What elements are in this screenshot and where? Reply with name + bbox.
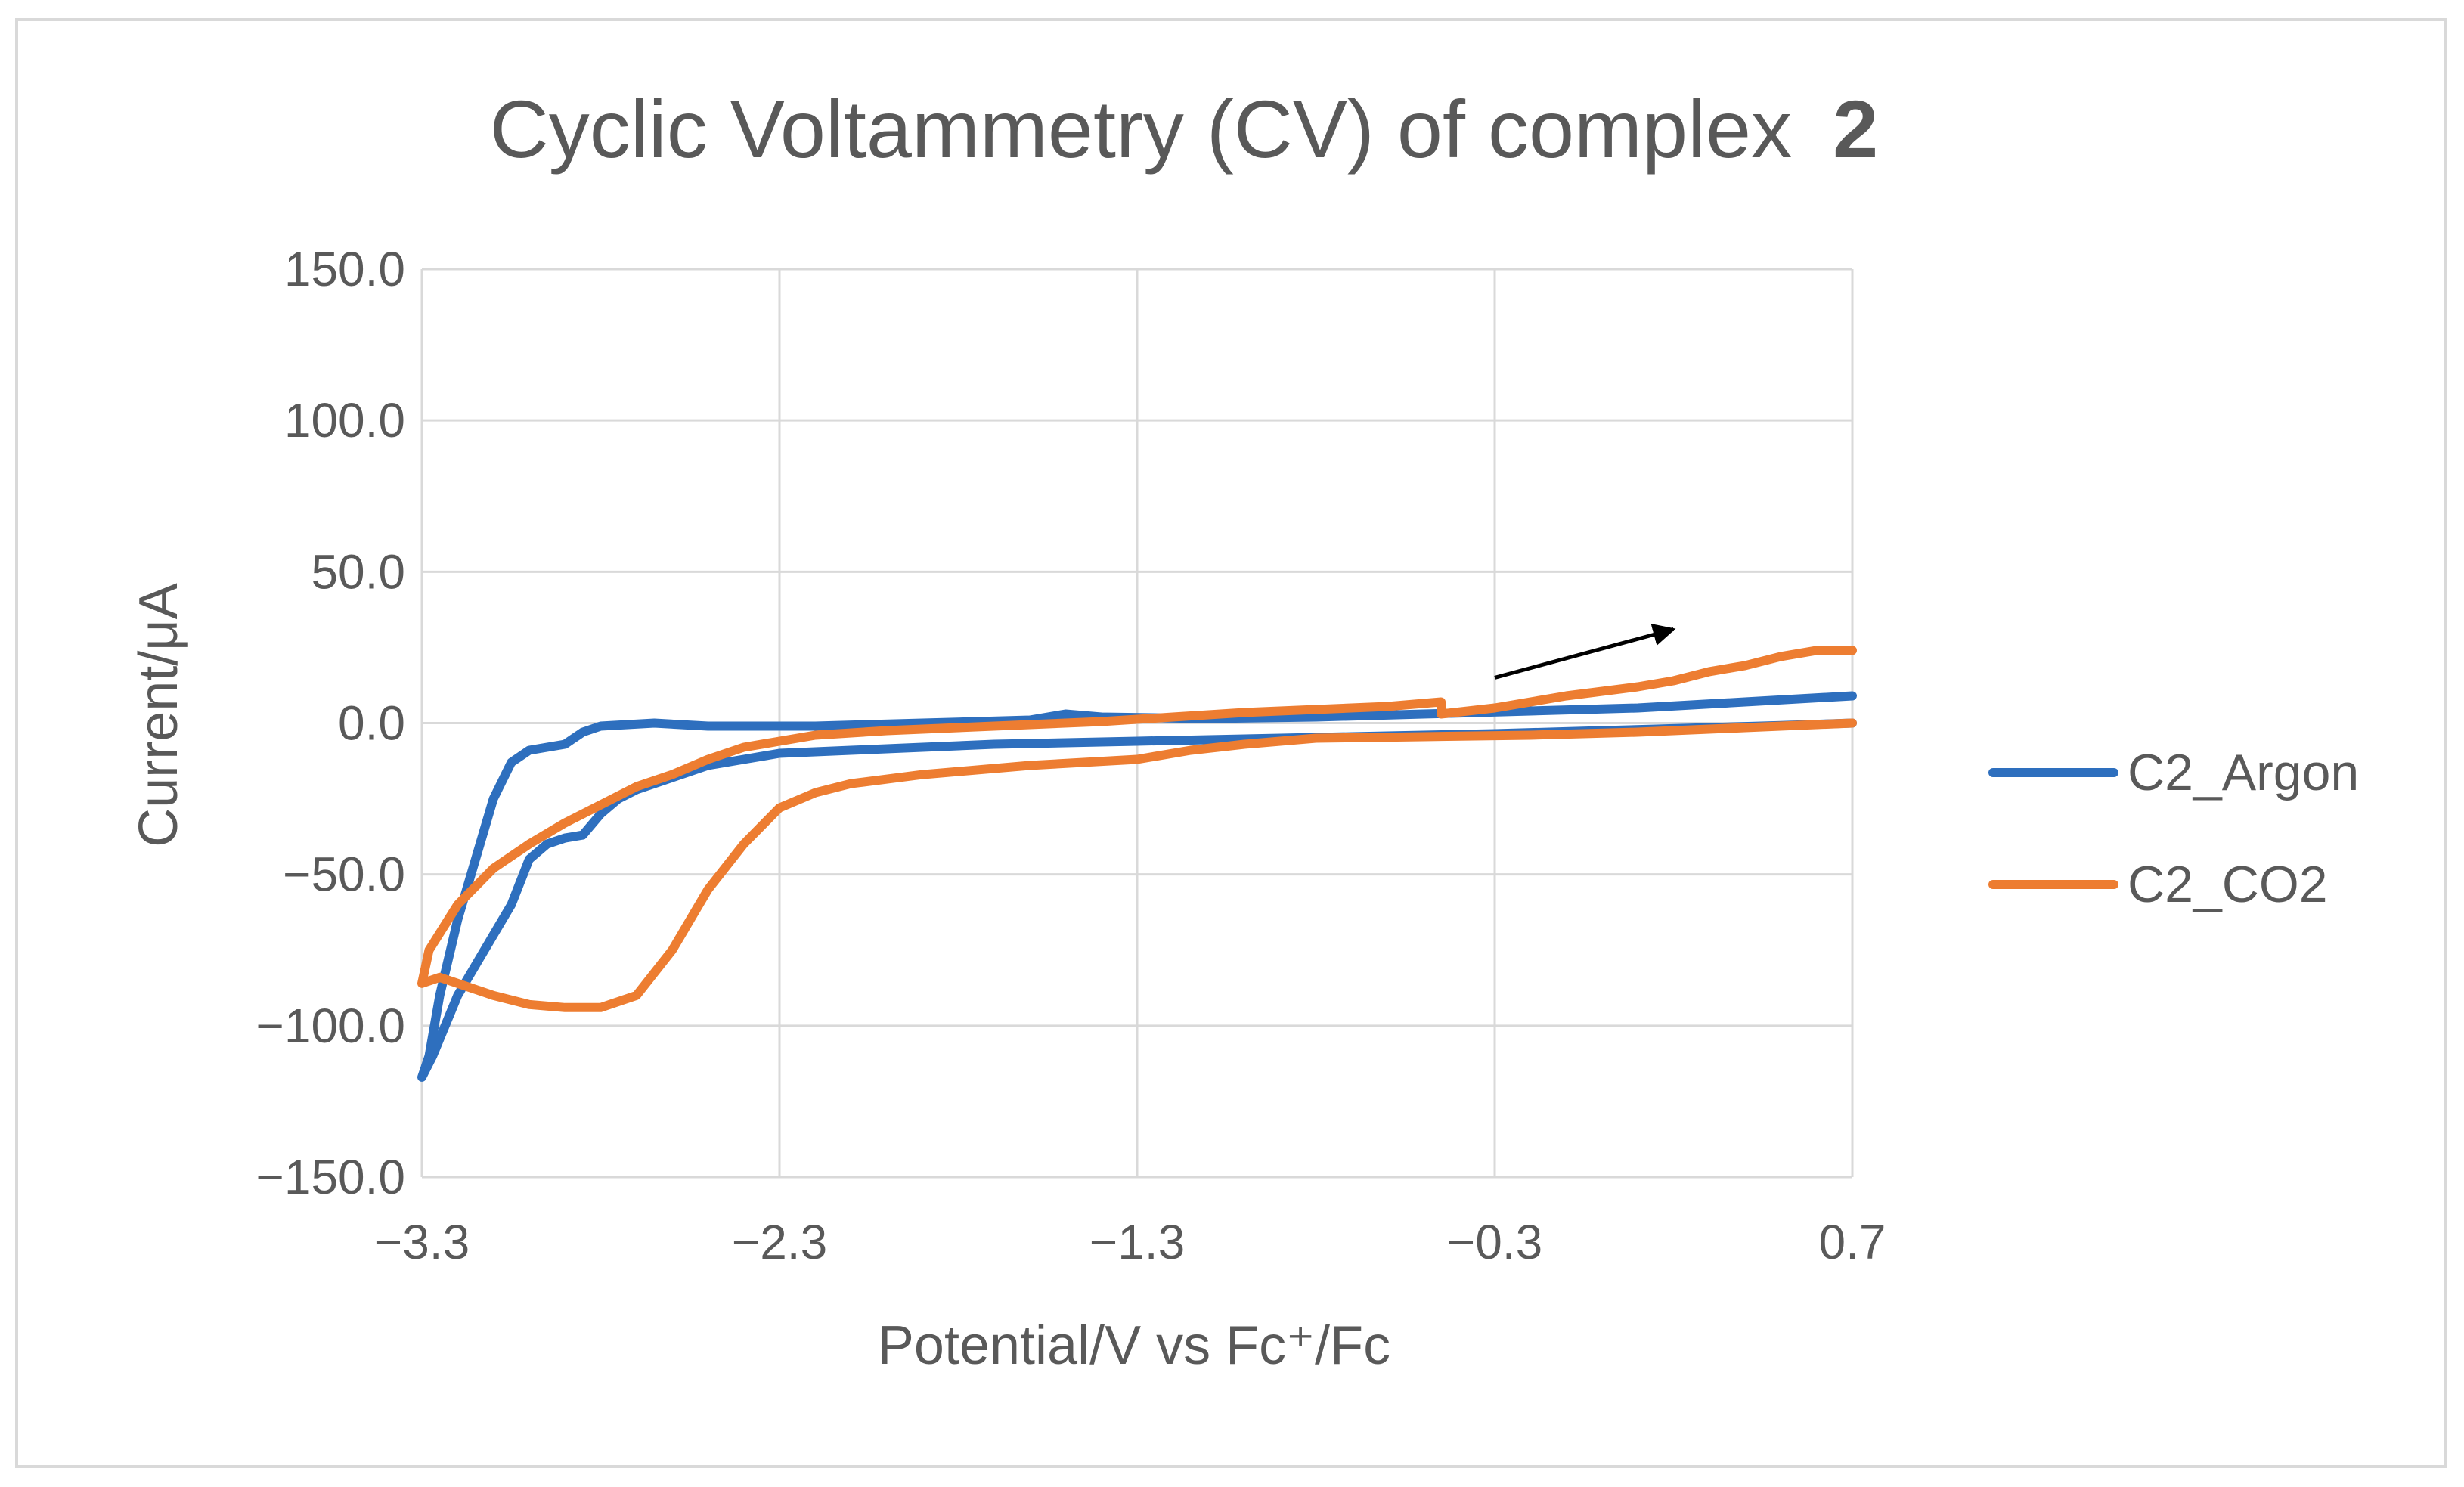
chart-title: Cyclic Voltammetry (CV) of complex 2 <box>490 83 1878 175</box>
series-layer <box>417 646 1857 1082</box>
y-tick-label: −150.0 <box>256 1150 405 1204</box>
y-tick-label: 100.0 <box>284 393 405 448</box>
x-axis-label: Potential/V vs Fc⁺/Fc <box>878 1315 1390 1376</box>
y-tick-label: 150.0 <box>284 242 405 296</box>
axis-layer: 150.0 100.0 50.0 0.0 −50.0 −100.0 −150.0 −3.3 −2… <box>256 242 1886 1269</box>
chart-title-bold: 2 <box>1833 83 1878 175</box>
y-tick-label: −50.0 <box>283 847 405 902</box>
scan-direction-arrow <box>1494 623 1676 680</box>
chart-svg: 150.0 100.0 50.0 0.0 −50.0 −100.0 −150.0 −3.3 −2… <box>129 83 2359 1376</box>
y-tick-label: −100.0 <box>256 999 405 1053</box>
legend: C2_Argon C2_CO2 <box>1988 744 2359 913</box>
annotation-layer <box>1494 623 1676 680</box>
y-tick-label: 0.0 <box>338 696 405 751</box>
series-line-c2-co2 <box>417 646 1857 1012</box>
legend-label-c2-argon: C2_Argon <box>2128 744 2359 801</box>
y-axis-label: Current/μA <box>129 583 189 847</box>
x-tick-label: −1.3 <box>1089 1215 1185 1269</box>
x-tick-label: 0.7 <box>1819 1215 1886 1269</box>
x-tick-label: −3.3 <box>374 1215 470 1269</box>
chart-frame: 150.0 100.0 50.0 0.0 −50.0 −100.0 −150.0 −3.3 −2… <box>15 18 2447 1468</box>
chart-title-main: Cyclic Voltammetry (CV) of complex <box>490 83 1792 175</box>
y-tick-label: 50.0 <box>311 544 405 599</box>
x-tick-label: −2.3 <box>732 1215 827 1269</box>
legend-label-c2-co2: C2_CO2 <box>2128 856 2328 913</box>
x-tick-label: −0.3 <box>1447 1215 1542 1269</box>
